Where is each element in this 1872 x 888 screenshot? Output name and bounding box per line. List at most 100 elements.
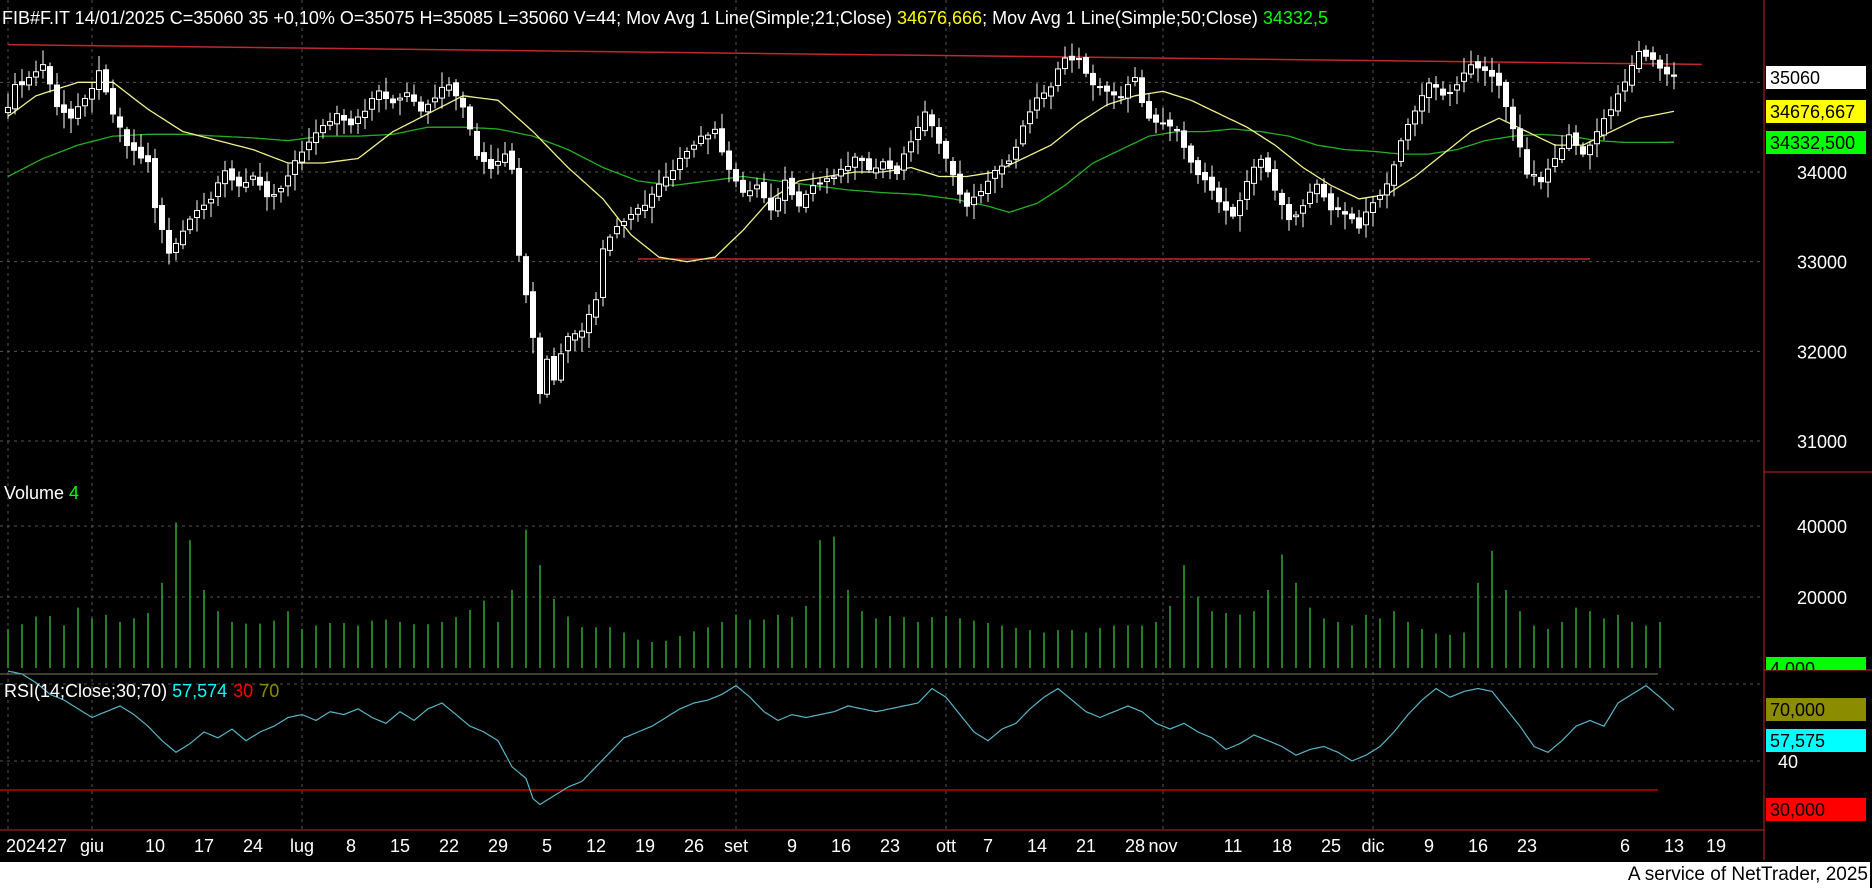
candle xyxy=(208,191,214,218)
candle-body-down xyxy=(740,179,746,193)
candle xyxy=(712,121,718,139)
candle-body-down xyxy=(866,158,872,171)
candle xyxy=(677,146,683,180)
candle xyxy=(1195,156,1201,184)
candle-body-down xyxy=(257,176,263,186)
candle-body-up xyxy=(845,166,851,171)
candle-body-down xyxy=(726,150,732,170)
candle xyxy=(166,217,172,265)
candle xyxy=(1237,192,1243,232)
candle-body-down xyxy=(551,356,557,381)
candle-body-up xyxy=(852,156,858,168)
candle xyxy=(999,159,1005,188)
candle xyxy=(376,84,382,113)
candle xyxy=(502,142,508,167)
candle-body-up xyxy=(1307,191,1313,204)
candle xyxy=(586,304,592,348)
candle xyxy=(621,218,627,238)
candle xyxy=(1216,181,1222,213)
candle-body-up xyxy=(299,151,305,163)
candle-body-down xyxy=(1580,146,1586,155)
candle xyxy=(572,329,578,351)
candle-body-up xyxy=(495,161,501,166)
candle xyxy=(250,172,256,186)
candle-body-down xyxy=(1174,128,1180,131)
candle xyxy=(222,160,228,198)
candle xyxy=(1314,179,1320,204)
candle xyxy=(173,238,179,261)
candle xyxy=(418,96,424,117)
time-tick-label: ott xyxy=(936,836,956,856)
candle xyxy=(26,71,32,91)
candle xyxy=(810,172,816,202)
candle xyxy=(1286,196,1292,231)
candle-body-up xyxy=(194,210,200,219)
candle xyxy=(1580,142,1586,158)
candle-body-up xyxy=(362,110,368,119)
time-tick-label: 10 xyxy=(145,836,165,856)
candle xyxy=(985,170,991,202)
candle-body-up xyxy=(96,70,102,91)
candle xyxy=(383,77,389,110)
candle-body-down xyxy=(1265,157,1271,173)
candle-body-up xyxy=(1132,77,1138,82)
candle-body-down xyxy=(1272,169,1278,191)
candle-body-down xyxy=(1216,187,1222,203)
candle-body-down xyxy=(1524,149,1530,175)
candle xyxy=(1615,84,1621,117)
candle-body-up xyxy=(544,358,550,395)
candle xyxy=(1664,53,1670,87)
candle-body-down xyxy=(1083,56,1089,74)
candle xyxy=(929,109,935,138)
candle-body-up xyxy=(1055,68,1061,86)
candle xyxy=(768,183,774,220)
time-tick-label: lug xyxy=(290,836,314,856)
candle-body-down xyxy=(411,94,417,102)
candle xyxy=(229,160,235,191)
candle-body-up xyxy=(446,84,452,91)
candle xyxy=(152,148,158,224)
candle xyxy=(943,138,949,172)
candle xyxy=(1377,189,1383,208)
candle xyxy=(922,100,928,137)
candle xyxy=(754,177,760,198)
candle-body-up xyxy=(1405,123,1411,141)
candle xyxy=(992,165,998,194)
candle xyxy=(404,82,410,103)
volume-tag-bg xyxy=(1766,657,1866,670)
candle xyxy=(1132,67,1138,87)
candle xyxy=(873,158,879,180)
candle xyxy=(1622,69,1628,102)
candle xyxy=(194,200,200,232)
time-tick-label: 13 xyxy=(1664,836,1684,856)
candle xyxy=(54,73,60,116)
value-tags: 35060 34676,667 34332,500 4,000 70,000 57,575… xyxy=(1766,66,1866,821)
volume-tick-label: 20000 xyxy=(1797,588,1847,608)
candle-body-down xyxy=(1573,132,1579,146)
candle-body-down xyxy=(523,256,529,296)
candle-body-down xyxy=(936,127,942,144)
time-tick-label: 23 xyxy=(880,836,900,856)
candle-body-up xyxy=(1160,122,1166,125)
candle xyxy=(803,190,809,213)
candle xyxy=(726,141,732,183)
candle-body-down xyxy=(1440,88,1446,96)
time-tick-label: set xyxy=(724,836,748,856)
trendline xyxy=(7,43,1703,66)
candle xyxy=(1643,45,1649,62)
candle-body-up xyxy=(1559,147,1565,160)
candle xyxy=(845,151,851,184)
candle xyxy=(1076,47,1082,69)
candle-body-up xyxy=(1398,140,1404,162)
candle-body-up xyxy=(565,336,571,352)
candle xyxy=(1587,140,1593,170)
candle xyxy=(96,56,102,100)
candle xyxy=(670,159,676,187)
candle-body-down xyxy=(124,129,130,146)
candle xyxy=(1517,114,1523,158)
candle xyxy=(852,152,858,180)
candle-body-down xyxy=(1097,86,1103,89)
candle-body-up xyxy=(1300,205,1306,214)
